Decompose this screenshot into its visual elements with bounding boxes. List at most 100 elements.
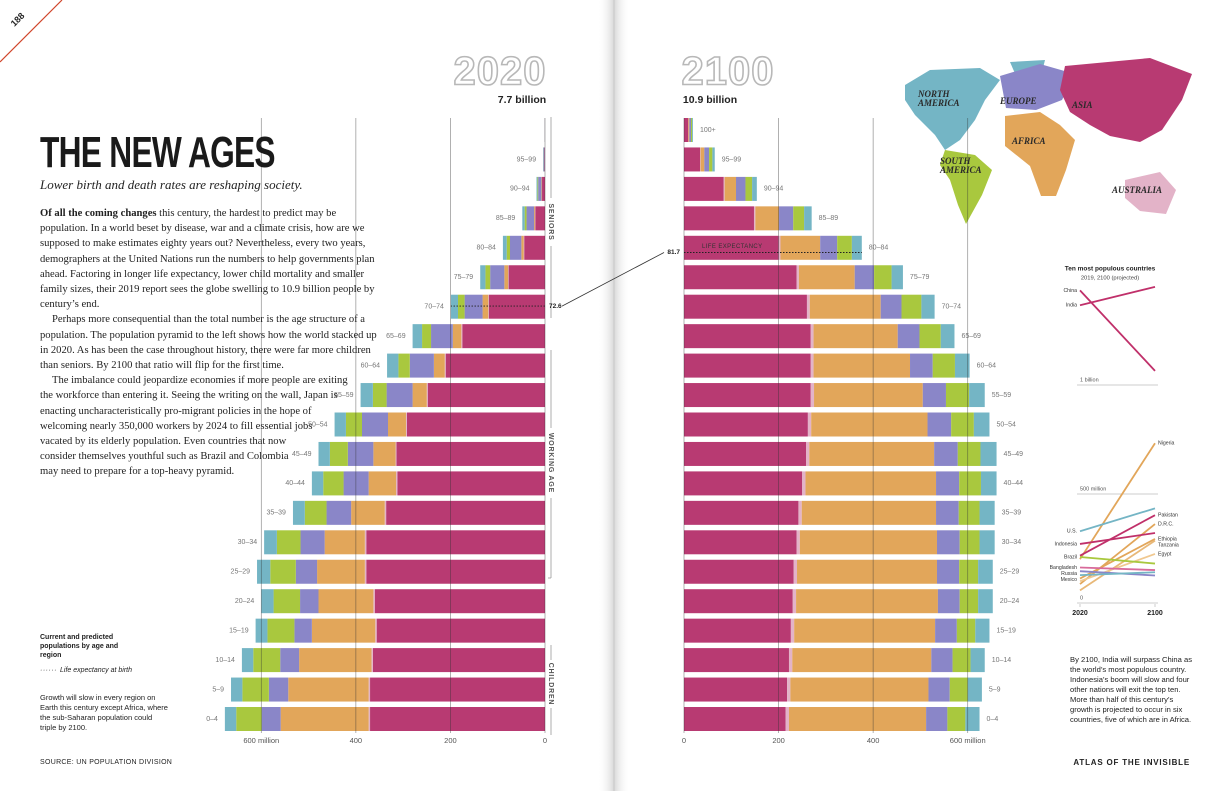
x-tick-label: 200 [444,736,457,745]
bar-segment [752,176,757,201]
bar-segment [537,176,539,201]
bar-segment [880,294,902,319]
bar-segment [241,648,254,673]
age-group-label: WORKING AGE [547,433,554,493]
bar-segment [780,235,821,260]
year-title: 2100 [682,50,775,94]
bar-segment [684,589,793,614]
age-label: 35–39 [266,510,286,517]
bar-segment [464,294,483,319]
bar-segment [837,235,852,260]
bar-segment [304,500,327,525]
age-label: 90–94 [764,186,784,193]
country-label: Indonesia [1055,541,1078,547]
bar-segment [684,176,724,201]
bar-segment [704,147,710,172]
bar-segment [461,324,463,349]
age-label: 50–54 [996,421,1016,428]
bar-segment [810,324,814,349]
source: SOURCE: UN POPULATION DIVISION [40,759,173,766]
bar-segment [700,147,705,172]
bar-segment [755,206,780,231]
continent-north-america [905,68,1000,150]
bar-segment [684,265,797,290]
bar-segment [794,618,936,643]
bar-segment [959,589,979,614]
bar-segment [368,677,371,702]
age-label: 95–99 [722,156,742,163]
age-label: 5–9 [989,686,1001,693]
continent-south-america [940,150,992,224]
bar-segment [790,677,929,702]
bar-segment [736,176,746,201]
bar-segment [965,707,980,731]
country-label: India [1066,303,1077,309]
bar-segment [508,265,545,290]
bar-segment [406,412,545,437]
bar-segment [510,235,522,260]
bar-segment [779,206,794,231]
bar-segment [386,500,545,525]
age-group-label: SENIORS [547,203,554,240]
bar-segment [947,707,966,731]
bar-segment [370,707,545,731]
age-label: 20–24 [1000,598,1020,605]
country-label: Pakistan [1158,513,1178,519]
bar-segment [299,648,372,673]
subtitle: Lower birth and death rates are reshapin… [40,177,303,192]
bar-segment [958,500,980,525]
bar-segment [445,353,545,378]
map-label: AUSTRALIA [1112,185,1163,195]
age-label: 85–89 [496,215,516,222]
bar-segment [684,118,689,142]
country-line [1079,539,1156,592]
bar-segment [253,648,281,673]
bar-segment [891,265,903,290]
country-line [1079,571,1156,576]
bar-segment [311,618,376,643]
bar-segment [796,265,799,290]
age-label: 70–74 [942,304,962,311]
bar-segment [684,324,811,349]
bar-segment [874,265,892,290]
bar-segment [398,353,410,378]
legend-text: Life expectancy at birth [60,667,132,674]
note: Growth will slow in every region on Eart… [40,693,168,732]
legend-dots: ······ [40,667,57,674]
bar-segment [709,147,713,172]
bar-segment [809,294,881,319]
bar-segment [688,118,690,142]
bar-segment [928,677,950,702]
map-label: ASIA [1072,100,1093,110]
country-line [1079,553,1156,583]
bar-segment [684,294,807,319]
bar-segment [796,530,800,555]
bar-segment [450,294,458,319]
bar-segment [524,235,545,260]
bar-segment [292,500,305,525]
age-label: 45–49 [292,451,312,458]
bar-segment [684,235,779,260]
bar-segment [324,530,365,555]
bar-segment [300,530,325,555]
bracket-label-bg [547,198,555,246]
bar-segment [684,648,789,673]
country-line [1079,532,1156,545]
country-label: Tanzania [1158,542,1179,548]
age-label: 70–74 [424,304,444,311]
continent-asia [1060,58,1192,142]
bar-segment [684,530,797,555]
lead-in: Of all the coming changes [40,208,157,219]
country-line [1079,442,1156,560]
bar-segment [364,559,367,584]
bar-segment [488,294,545,319]
bar-segment [506,235,511,260]
bar-segment [937,589,960,614]
bar-segment [542,176,545,201]
bar-segment [231,677,243,702]
bar-segment [813,324,898,349]
age-label: 40–44 [285,480,305,487]
bar-segment [790,618,795,643]
bar-segment [969,383,985,408]
age-label: 0–4 [987,716,999,723]
